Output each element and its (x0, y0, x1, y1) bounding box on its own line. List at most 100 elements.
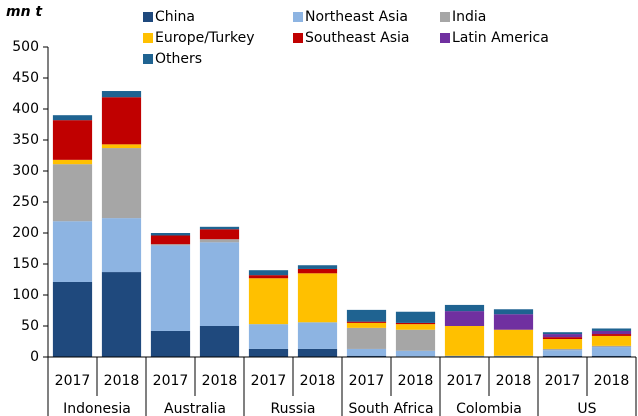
legend-swatch (143, 33, 153, 43)
bar-segment (150, 330, 191, 357)
bar-segment (395, 329, 436, 351)
y-tick-label: 200 (12, 225, 39, 241)
group-label: Indonesia (63, 401, 131, 416)
bar-segment (150, 244, 191, 246)
legend-swatch (143, 12, 153, 22)
bar-segment (248, 275, 289, 279)
bar-segment (591, 328, 632, 331)
bar-segment (52, 281, 93, 357)
bar-segment (199, 326, 240, 357)
bar-segment (395, 322, 436, 325)
bar-segment (52, 164, 93, 222)
y-tick-label: 450 (12, 70, 39, 86)
bar-segment (346, 322, 387, 328)
bar-segment (542, 334, 583, 338)
bar-segment (101, 218, 142, 273)
bar-segment (591, 334, 632, 336)
bar-segment (395, 350, 436, 357)
y-tick-label: 0 (30, 349, 39, 365)
y-tick-label: 100 (12, 287, 39, 303)
y-tick-label: 500 (12, 39, 39, 55)
bar-segment (346, 355, 387, 357)
bar-segment (101, 272, 142, 357)
bar-segment (591, 335, 632, 346)
bar-segment (52, 120, 93, 160)
legend-label: India (452, 9, 486, 25)
y-tick-label: 150 (12, 256, 39, 272)
x-tick-label: 2018 (104, 373, 140, 389)
group-label: Colombia (456, 401, 522, 416)
legend-swatch (293, 12, 303, 22)
bar-segment (444, 355, 485, 357)
bar-segment (297, 348, 338, 357)
bar-segment (444, 311, 485, 326)
bar-segment (199, 229, 240, 240)
bar-segment (346, 348, 387, 356)
bar-segment (493, 314, 534, 330)
x-tick-label: 2018 (496, 373, 532, 389)
x-tick-label: 2018 (594, 373, 630, 389)
x-tick-label: 2017 (55, 373, 91, 389)
y-tick-label: 50 (21, 318, 39, 334)
y-tick-label: 350 (12, 132, 39, 148)
bar-segment (591, 345, 632, 348)
bar-segment (297, 265, 338, 269)
bar-segment (346, 321, 387, 323)
legend-label: China (155, 9, 195, 25)
bar-segment (591, 355, 632, 357)
bar-segment (101, 91, 142, 98)
bar-segment (542, 337, 583, 340)
bar-segment (101, 97, 142, 145)
legend-label: Northeast Asia (305, 9, 408, 25)
bar-segment (346, 327, 387, 349)
bar-segment (346, 309, 387, 322)
legend-label: Latin America (452, 30, 549, 46)
bar-segment (542, 332, 583, 335)
bar-segment (101, 144, 142, 149)
bar-segment (52, 159, 93, 165)
group-label: US (577, 401, 596, 416)
bar-segment (199, 242, 240, 326)
bar-segment (199, 226, 240, 230)
bar-segment (542, 355, 583, 357)
x-tick-label: 2018 (202, 373, 238, 389)
legend-label: Europe/Turkey (155, 30, 255, 46)
y-axis-label: mn t (6, 4, 43, 20)
bar-segment (542, 348, 583, 351)
bar-segment (542, 339, 583, 349)
x-tick-label: 2018 (300, 373, 336, 389)
y-tick-label: 300 (12, 163, 39, 179)
x-tick-label: 2017 (153, 373, 189, 389)
bar-segment (395, 311, 436, 323)
x-tick-label: 2017 (545, 373, 581, 389)
x-tick-label: 2017 (251, 373, 287, 389)
bar-segment (493, 309, 534, 315)
y-tick-label: 400 (12, 101, 39, 117)
bar-segment (248, 324, 289, 349)
bar-segment (150, 233, 191, 236)
legend-swatch (143, 54, 153, 64)
bar-segment (591, 347, 632, 356)
bar-segment (248, 278, 289, 325)
bar-segment (493, 355, 534, 357)
bar-segment (444, 304, 485, 312)
x-tick-label: 2017 (447, 373, 483, 389)
x-tick-label: 2018 (398, 373, 434, 389)
bar-segment (248, 270, 289, 276)
bar-segment (150, 235, 191, 245)
legend-label: Southeast Asia (305, 30, 409, 46)
bar-segment (52, 221, 93, 282)
bar-segment (444, 326, 485, 356)
legend-swatch (440, 12, 450, 22)
group-label: Russia (270, 401, 315, 416)
group-label: South Africa (348, 401, 433, 416)
bar-segment (101, 148, 142, 219)
y-tick-label: 250 (12, 194, 39, 210)
legend-swatch (440, 33, 450, 43)
bar-segment (52, 115, 93, 121)
legend-swatch (293, 33, 303, 43)
bar-segment (493, 329, 534, 356)
bar-segment (542, 350, 583, 356)
group-label: Australia (164, 401, 226, 416)
